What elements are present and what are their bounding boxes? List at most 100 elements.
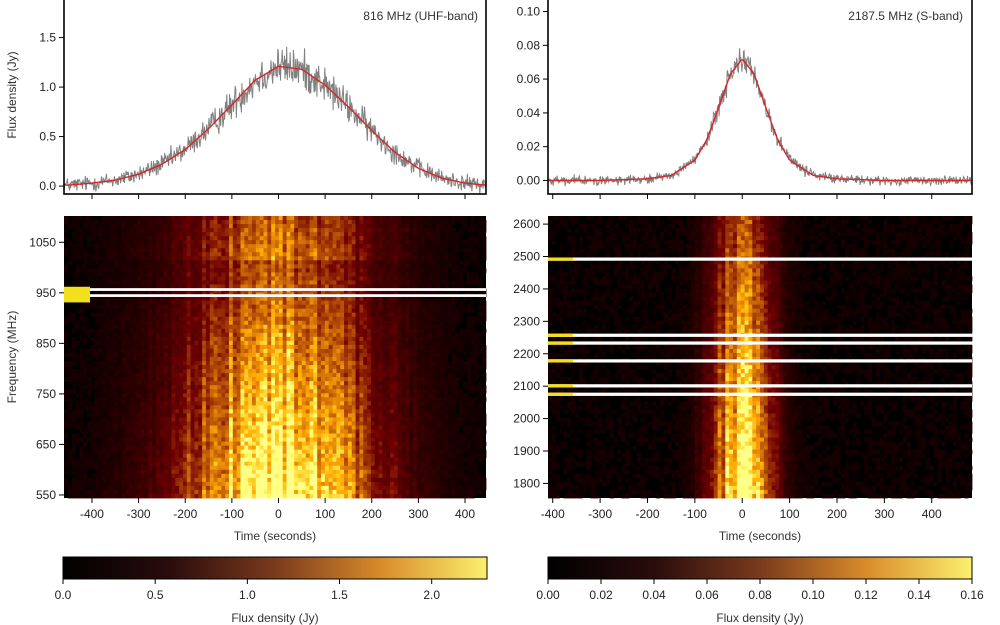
bl-cell <box>121 316 126 322</box>
bl-cell <box>71 256 76 261</box>
bl-cell <box>156 348 161 354</box>
bl-cell <box>355 316 360 322</box>
bl-cell <box>344 304 349 310</box>
bl-cell <box>75 220 80 225</box>
bl-cell <box>286 216 291 221</box>
bl-cell <box>148 240 153 245</box>
bl-cell <box>374 296 379 301</box>
bl-cell <box>221 252 226 257</box>
bl-cell <box>370 320 376 326</box>
bl-cell <box>424 276 429 281</box>
bl-cell <box>236 352 241 358</box>
bl-cell <box>420 260 426 265</box>
bl-cell <box>424 260 429 265</box>
bl-cell <box>182 248 188 253</box>
bl-cell <box>359 264 364 269</box>
bl-cell <box>148 369 153 374</box>
bl-cell <box>171 220 176 225</box>
bl-cell <box>405 256 410 261</box>
bl-cell <box>71 340 76 346</box>
bl-cell <box>301 240 307 245</box>
bl-cell <box>244 308 249 314</box>
bl-cell <box>294 256 299 261</box>
bl-cell <box>64 268 69 273</box>
bl-cell <box>301 324 307 330</box>
bl-cell <box>344 369 349 374</box>
bl-cell <box>282 324 287 330</box>
bl-cell <box>140 244 145 249</box>
bl-cell <box>313 304 318 310</box>
bl-cell <box>240 268 245 273</box>
bl-cell <box>163 332 168 338</box>
bl-cell <box>67 352 73 358</box>
bl-cell <box>209 276 215 281</box>
bl-cell <box>378 232 383 237</box>
bl-cell <box>163 397 168 402</box>
bl-cell <box>405 264 410 269</box>
bl-cell <box>401 373 406 378</box>
bl-cell <box>294 401 299 406</box>
bl-cell <box>190 373 195 378</box>
bl-cell <box>324 393 330 398</box>
bl-cell <box>328 240 333 245</box>
bl-cell <box>363 361 368 366</box>
bl-cell <box>382 348 387 354</box>
bl-cell <box>240 272 245 277</box>
bl-cell <box>259 320 264 326</box>
bl-cell <box>416 312 422 318</box>
bl-cell <box>359 373 364 378</box>
bl-cell <box>240 361 245 366</box>
bl-cell <box>340 336 345 342</box>
bl-cell <box>309 232 314 237</box>
bl-cell <box>133 268 138 273</box>
bl-cell <box>182 348 188 354</box>
bl-cell <box>113 393 119 398</box>
bl-cell <box>351 389 356 394</box>
bl-cell <box>359 236 364 241</box>
bl-cell <box>102 264 107 269</box>
bl-cell <box>309 228 314 233</box>
bl-cell <box>359 348 364 354</box>
bl-cell <box>129 397 134 402</box>
bl-cell <box>205 296 211 301</box>
bl-cell <box>190 324 195 330</box>
bl-cell <box>282 312 287 318</box>
bl-cell <box>156 344 161 350</box>
bl-cell <box>424 216 429 221</box>
bl-cell <box>386 324 391 330</box>
bl-cell <box>413 268 418 273</box>
bl-cell <box>324 397 330 402</box>
bl-cell <box>129 369 134 374</box>
bl-cell <box>397 340 402 346</box>
bl-cell <box>386 320 391 326</box>
bl-cell <box>301 336 307 342</box>
bl-cell <box>221 244 226 249</box>
bl-cell <box>420 244 426 249</box>
bl-cell <box>286 348 291 354</box>
bl-cell <box>64 228 69 233</box>
bl-cell <box>79 385 84 390</box>
bl-cell <box>443 256 449 261</box>
bl-cell <box>370 224 376 229</box>
bl-cell <box>106 244 111 249</box>
bl-cell <box>255 252 261 257</box>
bl-cell <box>236 332 241 338</box>
bl-cell <box>378 276 383 281</box>
bl-cell <box>286 324 291 330</box>
bl-cell <box>413 272 418 277</box>
bl-cell <box>474 340 479 346</box>
bl-cell <box>163 377 168 382</box>
bl-cell <box>393 397 399 402</box>
bl-cell <box>386 312 391 318</box>
bl-cell <box>374 385 379 390</box>
bl-cell <box>416 381 422 386</box>
bl-cell <box>75 340 80 346</box>
bl-cell <box>228 381 234 386</box>
bl-cell <box>167 296 172 301</box>
bl-cell <box>90 348 96 354</box>
bl-cell <box>198 320 203 326</box>
bl-cell <box>263 232 268 237</box>
bl-cell <box>232 260 238 265</box>
bl-cell <box>313 397 318 402</box>
bl-cell <box>205 228 211 233</box>
